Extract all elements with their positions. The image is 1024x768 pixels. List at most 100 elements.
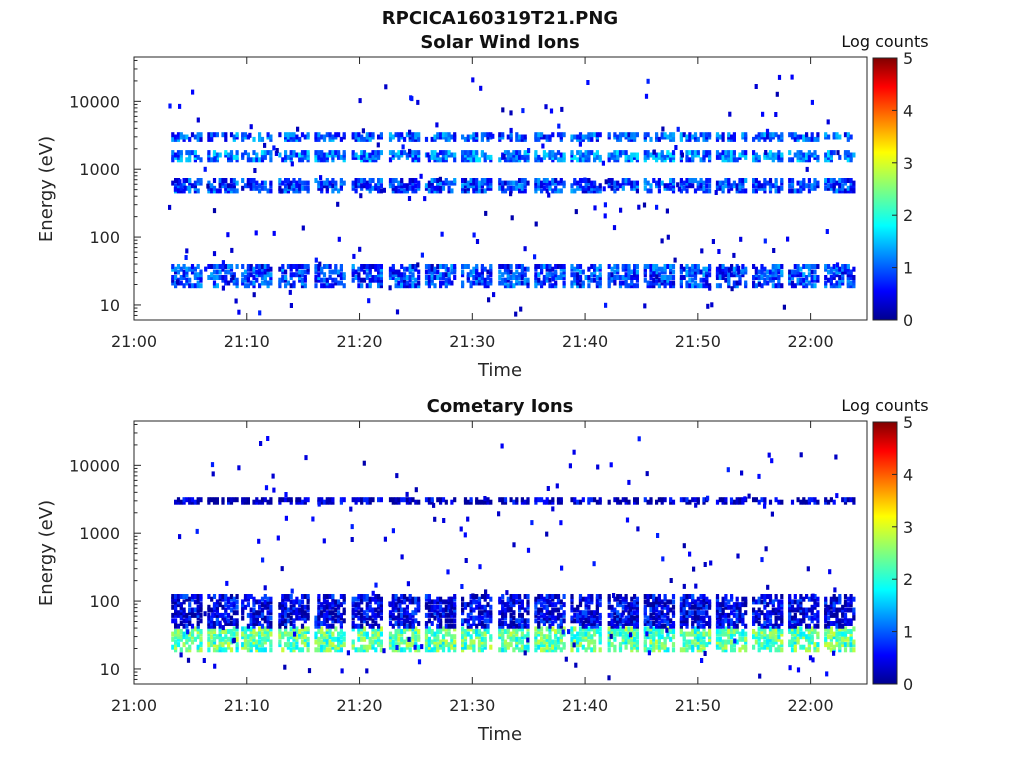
spectrogram-cell <box>655 269 659 275</box>
spectrogram-cell <box>218 180 222 186</box>
spectrogram-cell <box>598 594 602 599</box>
spectrogram-cell <box>210 136 214 142</box>
spectrogram-cell <box>433 599 437 605</box>
spectrogram-cell <box>215 621 219 626</box>
spectrogram-cell <box>480 183 484 189</box>
spectrogram-cell <box>657 634 661 640</box>
spectrogram-cell <box>292 647 296 653</box>
noise-cell <box>523 246 527 252</box>
spectrogram-cell <box>453 497 457 503</box>
spectrogram-cell <box>735 639 739 645</box>
spectrogram-cell <box>852 152 856 158</box>
spectrogram-cell <box>300 610 305 616</box>
spectrogram-cell <box>835 283 839 289</box>
spectrogram-cell <box>292 280 296 286</box>
spectrogram-cell <box>182 631 186 637</box>
spectrogram-cell <box>715 629 720 634</box>
spectrogram-cell <box>176 636 181 642</box>
spectrogram-cell <box>595 615 599 621</box>
spectrogram-cell <box>306 596 310 602</box>
spectrogram-cell <box>705 183 709 189</box>
spectrogram-cell <box>501 602 505 608</box>
spectrogram-cell <box>624 150 628 156</box>
noise-cell <box>805 166 809 172</box>
spectrogram-cell <box>196 634 200 640</box>
spectrogram-cell <box>212 275 217 280</box>
spectrogram-cell <box>523 634 527 640</box>
spectrogram-cell <box>260 280 265 286</box>
spectrogram-cell <box>512 626 516 632</box>
spectrogram-cell <box>408 594 412 599</box>
spectrogram-cell <box>210 157 214 163</box>
spectrogram-cell <box>215 634 219 640</box>
spectrogram-cell <box>430 629 434 634</box>
spectrogram-cell <box>475 623 479 629</box>
spectrogram-cell <box>258 639 262 645</box>
spectrogram-cell <box>635 644 639 650</box>
spectrogram-cell <box>512 615 516 621</box>
spectrogram-cell <box>727 639 731 645</box>
spectrogram-cell <box>188 283 192 289</box>
spectrogram-cell <box>362 178 367 183</box>
spectrogram-cell <box>207 604 211 610</box>
spectrogram-cell <box>652 602 656 608</box>
spectrogram-cell <box>832 183 836 189</box>
spectrogram-cell <box>501 185 505 191</box>
noise-cell <box>446 267 450 273</box>
spectrogram-cell <box>559 275 563 280</box>
spectrogram-cell <box>374 621 378 626</box>
spectrogram-cell <box>263 594 267 599</box>
spectrogram-cell <box>693 266 698 272</box>
spectrogram-cell <box>587 639 591 645</box>
spectrogram-cell <box>613 623 617 629</box>
spectrogram-cell <box>351 602 355 608</box>
spectrogram-cell <box>663 269 667 275</box>
spectrogram-cell <box>551 639 555 645</box>
spectrogram-cell <box>243 594 248 599</box>
spectrogram-cell <box>427 626 431 632</box>
spectrogram-cell <box>655 615 659 621</box>
spectrogram-cell <box>433 642 437 648</box>
spectrogram-cell <box>342 150 346 156</box>
noise-cell <box>319 175 323 181</box>
spectrogram-cell <box>657 594 661 599</box>
spectrogram-cell <box>630 621 634 626</box>
spectrogram-cell <box>548 283 552 289</box>
spectrogram-cell <box>613 607 617 613</box>
spectrogram-cell <box>243 275 248 280</box>
spectrogram-cell <box>512 629 516 634</box>
spectrogram-cell <box>657 599 661 605</box>
colorbar-label-solar-wind: Log counts <box>841 32 928 51</box>
spectrogram-cell <box>627 180 631 186</box>
spectrogram-cell <box>408 612 412 618</box>
spectrogram-cell <box>679 621 683 626</box>
spectrogram-cell <box>403 136 407 142</box>
spectrogram-cell <box>212 621 217 626</box>
spectrogram-cell <box>417 132 421 138</box>
spectrogram-cell <box>807 136 811 142</box>
spectrogram-cell <box>483 639 487 645</box>
spectrogram-cell <box>715 269 720 275</box>
noise-cell <box>826 119 830 125</box>
spectrogram-cell <box>483 277 487 283</box>
spectrogram-cell <box>802 280 806 286</box>
spectrogram-cell <box>235 647 239 653</box>
spectrogram-cell <box>691 134 695 140</box>
spectrogram-cell <box>235 623 239 629</box>
spectrogram-cell <box>691 497 695 503</box>
spectrogram-cell <box>652 607 656 613</box>
spectrogram-cell <box>453 602 457 608</box>
spectrogram-cell <box>171 280 175 286</box>
spectrogram-cell <box>391 188 395 194</box>
noise-cell <box>206 183 210 189</box>
spectrogram-cell <box>394 602 398 608</box>
spectrogram-cell <box>427 604 431 610</box>
spectrogram-cell <box>584 154 588 160</box>
spectrogram-cell <box>374 634 378 640</box>
spectrogram-cell <box>691 599 695 605</box>
spectrogram-cell <box>754 266 758 272</box>
spectrogram-cell <box>799 266 803 272</box>
spectrogram-cell <box>388 132 393 138</box>
spectrogram-cell <box>306 266 310 272</box>
spectrogram-cell <box>598 647 602 653</box>
